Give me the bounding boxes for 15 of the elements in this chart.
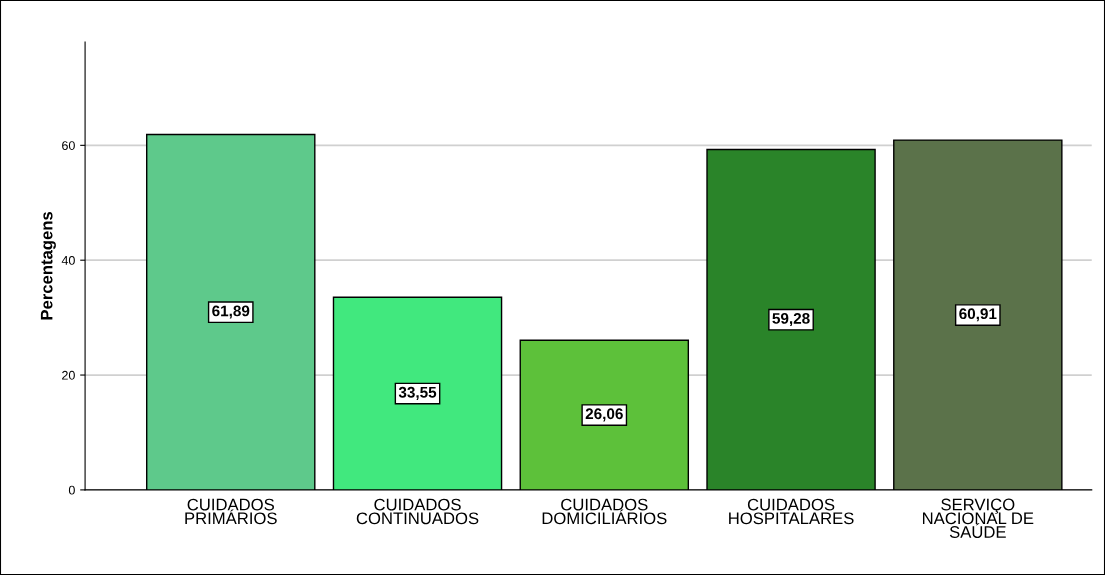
x-tick-label: CUIDADOS PRIMÁRIOS — [185, 498, 277, 525]
data-label: 26,06 — [585, 408, 623, 422]
y-tick-label: 60 — [62, 141, 75, 150]
x-tick-label: CUIDADOS HOSPITALARES — [729, 498, 854, 525]
y-axis-title: Percentagens — [40, 211, 56, 320]
x-tick-label: CUIDADOS CONTINUADOS — [356, 498, 479, 525]
y-tick-label: 40 — [61, 256, 75, 265]
data-label: 33,55 — [398, 386, 437, 400]
data-label: 60,91 — [959, 308, 997, 322]
data-label: 59,28 — [772, 312, 810, 326]
x-tick-label: SERVIÇO NACIONAL DE SAÚDE — [923, 498, 1034, 538]
y-tick-label: 0 — [68, 485, 75, 495]
y-tick-label: 20 — [62, 370, 75, 380]
x-tick-label: CUIDADOS DOMICILIÁRIOS — [542, 498, 667, 525]
data-label: 61,89 — [212, 305, 250, 319]
